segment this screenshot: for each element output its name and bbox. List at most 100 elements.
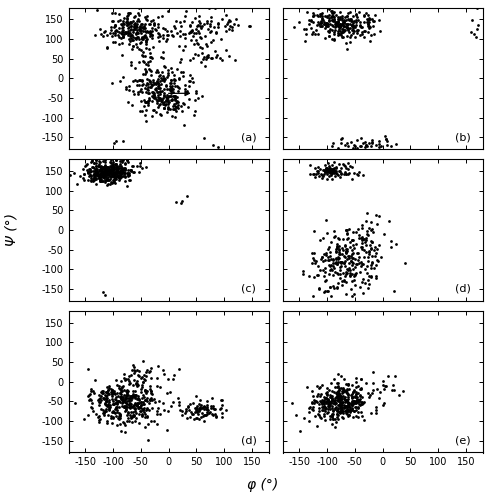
Point	[197, 413, 205, 421]
Point	[147, 53, 155, 61]
Point	[142, 98, 150, 106]
Point	[89, 163, 97, 171]
Point	[196, 19, 204, 27]
Point	[122, 169, 129, 177]
Point	[162, 94, 170, 102]
Point	[329, 396, 337, 404]
Point	[136, 76, 144, 84]
Point	[136, 22, 144, 30]
Point	[333, 392, 341, 400]
Point	[139, 80, 147, 88]
Point	[218, 409, 225, 417]
Point	[371, 10, 379, 18]
Point	[331, 284, 339, 292]
Point	[344, 394, 352, 402]
Point	[110, 176, 118, 184]
Point	[110, 400, 118, 408]
Point	[99, 168, 107, 175]
Point	[340, 387, 348, 395]
Point	[140, 102, 148, 110]
Point	[323, 390, 331, 398]
Point	[108, 167, 116, 175]
Point	[139, 404, 147, 412]
Point	[346, 406, 354, 414]
Point	[130, 90, 138, 98]
Point	[318, 406, 326, 414]
Point	[375, 212, 383, 220]
Point	[111, 170, 119, 178]
Point	[308, 388, 316, 396]
Point	[143, 405, 150, 413]
Point	[336, 172, 344, 180]
Point	[111, 176, 119, 184]
Point	[202, 40, 210, 48]
Point	[154, 84, 162, 92]
Point	[211, 4, 219, 12]
Point	[97, 405, 105, 413]
Point	[360, 235, 368, 243]
Point	[339, 27, 347, 35]
Point	[343, 139, 350, 147]
Point	[137, 398, 145, 406]
Point	[332, 168, 340, 175]
Point	[85, 396, 93, 404]
Point	[334, 12, 342, 20]
Point	[373, 220, 381, 228]
Point	[218, 16, 226, 24]
Point	[133, 26, 141, 34]
Point	[136, 403, 144, 411]
Text: Ψ (°): Ψ (°)	[5, 214, 19, 246]
Point	[80, 170, 88, 177]
Point	[150, 395, 158, 403]
Point	[105, 176, 113, 184]
Point	[331, 422, 339, 430]
Point	[347, 21, 355, 29]
Point	[125, 32, 133, 40]
Point	[208, 394, 216, 402]
Point	[140, 24, 148, 32]
Point	[116, 411, 123, 419]
Point	[123, 375, 131, 383]
Point	[363, 18, 371, 26]
Point	[343, 270, 350, 278]
Point	[126, 176, 134, 184]
Point	[147, 416, 155, 424]
Point	[354, 226, 362, 234]
Point	[96, 395, 103, 403]
Point	[300, 38, 308, 46]
Point	[117, 393, 124, 401]
Point	[349, 265, 357, 273]
Point	[313, 168, 320, 175]
Point	[87, 178, 95, 186]
Point	[339, 406, 346, 414]
Point	[138, 23, 146, 31]
Point	[96, 177, 104, 185]
Point	[118, 388, 126, 396]
Point	[329, 165, 337, 173]
Point	[128, 162, 136, 170]
Point	[108, 161, 116, 169]
Point	[218, 35, 225, 43]
Point	[126, 166, 134, 174]
Point	[336, 25, 343, 33]
Point	[93, 162, 100, 170]
Point	[122, 402, 130, 410]
Point	[159, 54, 167, 62]
Point	[319, 166, 327, 174]
Point	[119, 418, 126, 426]
Point	[113, 162, 121, 170]
Point	[109, 412, 117, 420]
Text: φ (°): φ (°)	[246, 478, 278, 492]
Point	[96, 177, 103, 185]
Point	[146, 27, 154, 35]
Point	[218, 412, 226, 420]
Point	[363, 16, 370, 24]
Point	[367, 142, 375, 150]
Point	[324, 398, 332, 406]
Point	[100, 406, 108, 414]
Point	[147, 80, 155, 88]
Point	[126, 392, 134, 400]
Point	[345, 28, 353, 36]
Point	[113, 389, 121, 397]
Point	[226, 18, 234, 25]
